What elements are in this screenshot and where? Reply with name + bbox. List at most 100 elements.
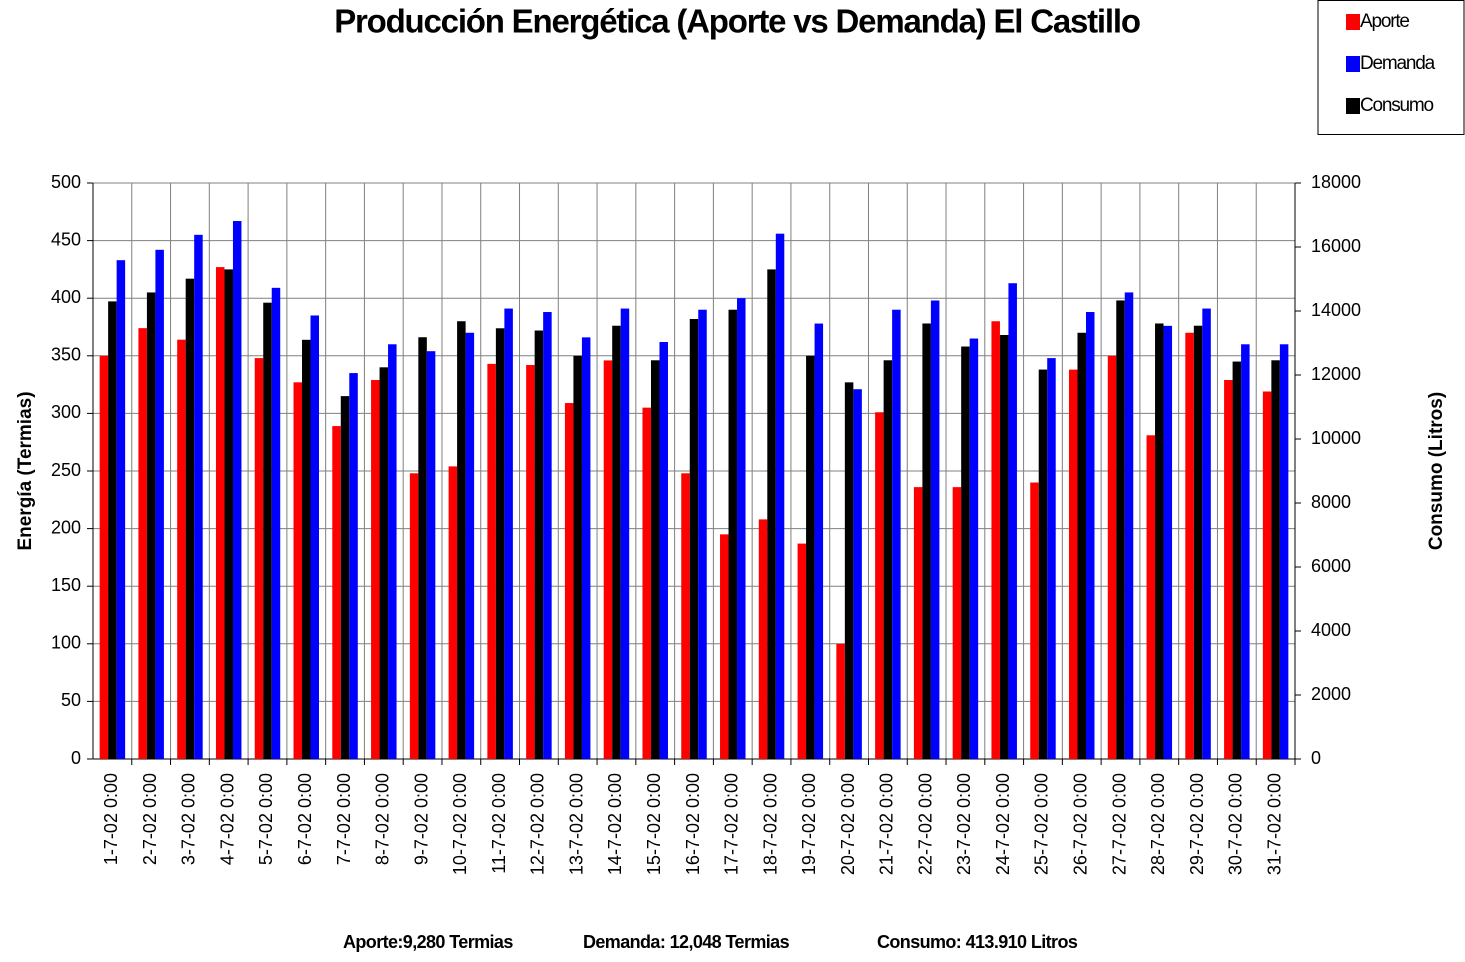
- bar: [1241, 344, 1250, 759]
- x-tick-label: 27-7-02 0:00: [1109, 773, 1129, 875]
- bar: [155, 249, 164, 760]
- bar: [1146, 435, 1156, 759]
- bar: [215, 267, 225, 759]
- bar: [534, 330, 544, 759]
- y2-tick-label: 12000: [1311, 364, 1361, 384]
- bar: [138, 328, 147, 759]
- bar: [875, 412, 884, 759]
- bar: [737, 298, 746, 759]
- y-axis-title: Energía (Termias): [15, 391, 36, 550]
- bar: [302, 339, 311, 759]
- bar: [930, 300, 940, 759]
- bar: [340, 396, 350, 759]
- bar: [969, 338, 979, 759]
- bar: [418, 337, 427, 759]
- bar: [853, 389, 862, 759]
- y2-tick-label: 0: [1311, 748, 1321, 768]
- x-tick-label: 29-7-02 0:00: [1187, 773, 1207, 875]
- y-tick-label: 50: [61, 690, 81, 710]
- bar: [379, 367, 389, 759]
- bar: [108, 301, 117, 759]
- y-tick-label: 100: [51, 633, 81, 653]
- x-tick-label: 19-7-02 0:00: [799, 773, 819, 875]
- bar: [564, 403, 574, 759]
- bar: [814, 323, 824, 759]
- bar: [913, 487, 923, 759]
- bar: [1262, 391, 1272, 759]
- bar: [698, 309, 707, 759]
- bar: [1202, 308, 1211, 759]
- bar: [1107, 355, 1117, 759]
- legend-label: Aporte: [1360, 11, 1409, 32]
- bar: [883, 360, 893, 759]
- x-tick-label: 24-7-02 0:00: [993, 773, 1013, 875]
- bar: [371, 379, 380, 759]
- bar: [1116, 300, 1125, 759]
- bar: [767, 269, 776, 759]
- bar: [224, 269, 233, 759]
- y-tick-label: 250: [51, 460, 81, 480]
- y-tick-label: 400: [51, 287, 81, 307]
- x-tick-label: 10-7-02 0:00: [450, 773, 470, 875]
- bar: [836, 643, 845, 759]
- bar: [1030, 482, 1039, 759]
- bar: [797, 543, 807, 759]
- bar: [720, 534, 729, 759]
- x-tick-label: 26-7-02 0:00: [1070, 773, 1090, 875]
- bar: [728, 309, 738, 759]
- bar: [603, 360, 613, 759]
- x-tick-label: 28-7-02 0:00: [1148, 773, 1168, 875]
- bar: [952, 487, 962, 759]
- bar: [1038, 369, 1048, 759]
- y-tick-label: 500: [51, 172, 81, 192]
- x-tick-label: 12-7-02 0:00: [528, 773, 548, 875]
- y2-tick-label: 6000: [1311, 556, 1351, 576]
- y2-tick-label: 2000: [1311, 684, 1351, 704]
- bar: [332, 426, 341, 759]
- bar: [526, 365, 535, 759]
- x-tick-label: 15-7-02 0:00: [644, 773, 664, 875]
- x-tick-label: 23-7-02 0:00: [954, 773, 974, 875]
- bar: [961, 346, 970, 759]
- bar: [1085, 312, 1095, 759]
- x-tick-label: 31-7-02 0:00: [1264, 773, 1284, 875]
- annotation: Consumo: 413.910 Litros: [877, 932, 1078, 952]
- y-tick-label: 300: [51, 402, 81, 422]
- bar: [116, 260, 126, 759]
- bar: [263, 302, 272, 759]
- bar: [806, 355, 815, 759]
- chart-title: Producción Energética (Aporte vs Demanda…: [334, 3, 1140, 40]
- y2-tick-label: 16000: [1311, 236, 1361, 256]
- annotation: Demanda: 12,048 Termias: [583, 932, 790, 952]
- bar: [457, 321, 466, 759]
- bar: [659, 341, 668, 759]
- x-tick-label: 18-7-02 0:00: [760, 773, 780, 875]
- bar: [349, 373, 358, 759]
- bar: [1047, 358, 1056, 759]
- x-tick-label: 6-7-02 0:00: [295, 773, 315, 865]
- bar: [1077, 332, 1086, 759]
- x-tick-label: 13-7-02 0:00: [566, 773, 586, 875]
- bar: [487, 363, 496, 759]
- bar: [185, 278, 195, 759]
- x-tick-label: 11-7-02 0:00: [489, 773, 509, 874]
- y2-tick-label: 8000: [1311, 492, 1351, 512]
- legend-swatch: [1346, 98, 1360, 114]
- x-tick-label: 1-7-02 0:00: [101, 773, 121, 865]
- y-tick-label: 150: [51, 575, 81, 595]
- bar: [1279, 344, 1289, 759]
- y-tick-label: 450: [51, 229, 81, 249]
- x-tick-label: 20-7-02 0:00: [838, 773, 858, 875]
- bar: [271, 287, 281, 759]
- bar: [409, 473, 419, 759]
- bar: [1008, 283, 1017, 759]
- bar: [1124, 292, 1134, 759]
- bar: [543, 312, 552, 759]
- bar: [388, 344, 397, 759]
- bar: [177, 339, 186, 759]
- bar: [620, 308, 630, 759]
- bar: [642, 407, 651, 759]
- x-tick-label: 25-7-02 0:00: [1032, 773, 1052, 875]
- bar: [310, 315, 320, 759]
